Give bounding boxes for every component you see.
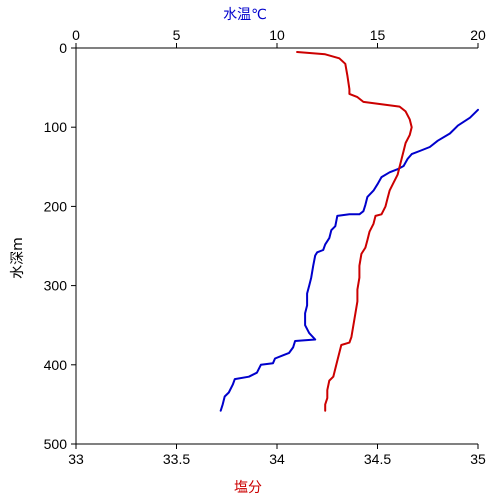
top-axis-tick-label: 15: [370, 27, 386, 43]
top-axis-tick-label: 0: [72, 27, 80, 43]
y-axis-tick-label: 200: [44, 198, 68, 214]
series-layer: [219, 51, 479, 412]
top-axis-tick-label: 10: [269, 27, 285, 43]
y-axis-tick-label: 0: [59, 40, 67, 56]
y-axis-tick-label: 300: [44, 278, 68, 294]
y-axis-tick-label: 100: [44, 119, 68, 135]
top-axis-tick-label: 20: [470, 27, 486, 43]
bottom-axis-tick-label: 33: [68, 451, 84, 467]
y-axis-tick-label: 400: [44, 357, 68, 373]
axes: 0 5 10 15 20 33 33.5 34 34.5 35 0 100 200 300 400 500: [44, 27, 486, 467]
bottom-axis-title: 塩分: [234, 480, 262, 496]
y-axis-tick-label: 500: [44, 436, 68, 452]
salinity-line: [296, 51, 413, 412]
top-axis-title: 水温℃: [223, 7, 267, 23]
bottom-axis-tick-label: 35: [470, 451, 486, 467]
bottom-axis-tick-label: 34.5: [364, 451, 391, 467]
water-temperature-line: [219, 108, 479, 412]
y-axis-title: 水深m: [10, 237, 26, 279]
bottom-axis-tick-label: 34: [269, 451, 285, 467]
top-axis-tick-label: 5: [173, 27, 181, 43]
bottom-axis-tick-label: 33.5: [163, 451, 190, 467]
